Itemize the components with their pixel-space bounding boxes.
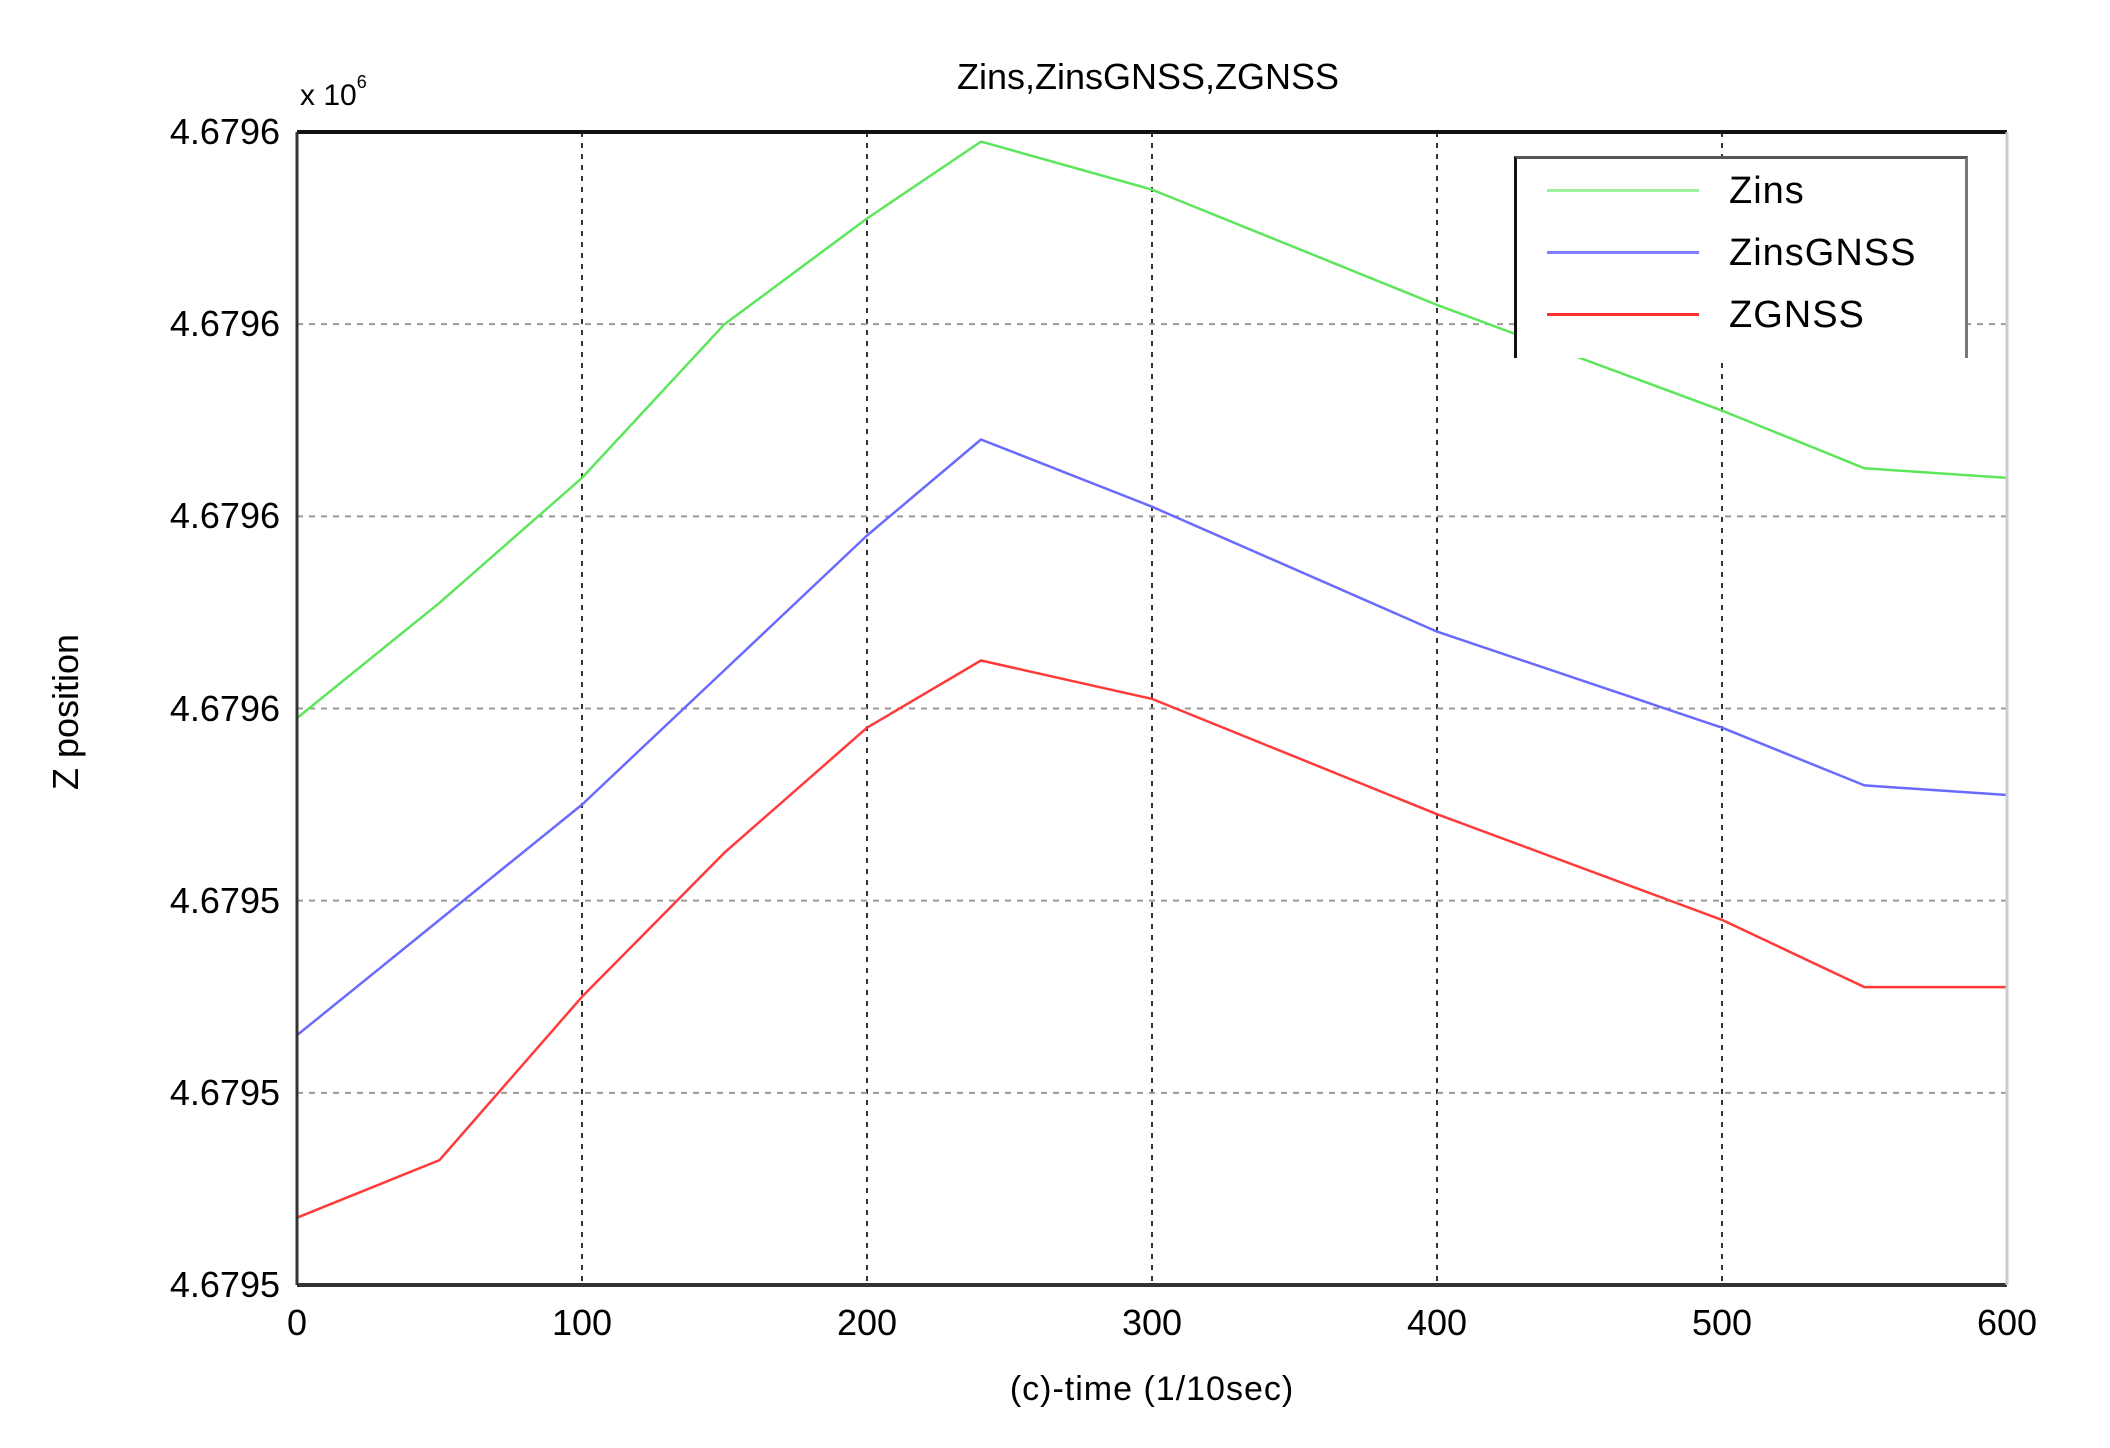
legend: Zins ZinsGNSS ZGNSS (1514, 156, 1968, 358)
x-tick-label: 400 (1406, 1302, 1468, 1343)
chart-title: Zins,ZinsGNSS,ZGNSS (956, 56, 1340, 97)
x-tick-label: 300 (1121, 1302, 1183, 1343)
x-tick-label: 0 (286, 1302, 308, 1343)
exponent-power: 6 (356, 72, 367, 92)
y-tick-label: 4.6795 (169, 1264, 280, 1305)
y-axis-exponent: x 106 (300, 72, 367, 113)
y-axis-label: Z position (45, 633, 86, 791)
y-tick-label: 4.6796 (169, 303, 280, 344)
legend-label: Zins (1729, 170, 1805, 212)
y-tick-label: 4.6796 (169, 688, 280, 729)
y-tick-label: 4.6796 (169, 111, 280, 152)
legend-swatch-zgnss (1547, 313, 1699, 316)
x-tick-label: 200 (836, 1302, 898, 1343)
series-line-zins (296, 140, 2008, 720)
legend-item-zgnss: ZGNSS (1517, 291, 1965, 341)
x-axis-label: (c)-time (1/10sec) (1009, 1370, 1295, 1408)
legend-label: ZinsGNSS (1729, 232, 1917, 274)
x-tick-label: 100 (551, 1302, 613, 1343)
legend-item-zinsgnss: ZinsGNSS (1517, 229, 1965, 279)
legend-label: ZGNSS (1729, 294, 1865, 336)
series-line-zgnss (296, 659, 2007, 1219)
x-tick-label: 600 (1976, 1302, 2038, 1343)
legend-swatch-zins (1547, 189, 1699, 192)
legend-swatch-zinsgnss (1547, 251, 1699, 254)
y-tick-label: 4.6795 (169, 1072, 280, 1113)
x-tick-label: 500 (1691, 1302, 1753, 1343)
y-tick-label: 4.6796 (169, 495, 280, 536)
series-line-zinsgnss (296, 438, 2008, 1037)
y-tick-label: 4.6795 (169, 880, 280, 921)
exponent-base: x 10 (300, 79, 357, 112)
legend-item-zins: Zins (1517, 167, 1965, 217)
